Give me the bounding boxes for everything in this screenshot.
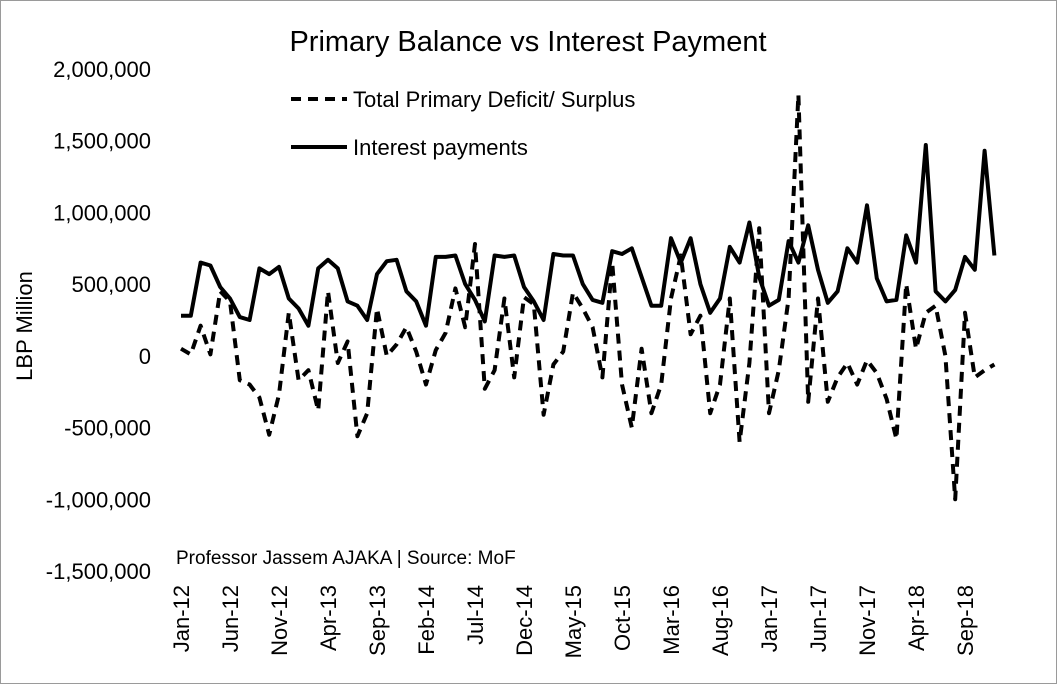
primary-balance-line: [179, 92, 996, 502]
legend-label-interest-payments: Interest payments: [353, 135, 528, 160]
x-tick-label: Jul-14: [463, 585, 488, 645]
interest-payments-line: [181, 143, 997, 328]
x-tick-label: Nov-12: [267, 585, 292, 656]
source-annotation: Professor Jassem AJAKA | Source: MoF: [176, 548, 516, 569]
y-tick-label: 500,000: [71, 272, 151, 297]
x-tick-label: Nov-17: [855, 585, 880, 656]
series-lines: [179, 92, 997, 502]
legend-label-primary-balance: Total Primary Deficit/ Surplus: [353, 87, 635, 112]
x-tick-label: Feb-14: [414, 585, 439, 655]
x-tick-label: Jun-17: [806, 585, 831, 652]
x-tick-label: May-15: [561, 585, 586, 658]
legend: Total Primary Deficit/ Surplus Interest …: [291, 87, 635, 160]
y-tick-label: 1,000,000: [53, 200, 151, 225]
x-tick-label: Apr-18: [904, 585, 929, 651]
x-tick-label: Dec-14: [512, 585, 537, 656]
x-tick-label: Aug-16: [708, 585, 733, 656]
y-tick-label: 0: [139, 344, 151, 369]
x-tick-label: Jun-12: [218, 585, 243, 652]
x-axis-ticks: Jan-12 Jun-12 Nov-12 Apr-13 Sep-13 Feb-14 Jul-…: [169, 585, 978, 658]
y-tick-label: -1,500,000: [46, 559, 151, 584]
y-tick-label: -500,000: [64, 416, 151, 441]
x-tick-label: Sep-18: [953, 585, 978, 656]
x-tick-label: Sep-13: [365, 585, 390, 656]
y-axis-ticks: -1,500,000 -1,000,000 -500,000 0 500,000 1,00…: [46, 57, 151, 584]
y-tick-label: -1,000,000: [46, 487, 151, 512]
y-tick-label: 1,500,000: [53, 129, 151, 154]
chart-title: Primary Balance vs Interest Payment: [289, 26, 766, 58]
y-axis-label: LBP Million: [12, 271, 37, 381]
y-tick-label: 2,000,000: [53, 57, 151, 82]
x-tick-label: Mar-16: [659, 585, 684, 655]
x-tick-label: Apr-13: [316, 585, 341, 651]
x-tick-label: Jan-12: [169, 585, 194, 652]
x-tick-label: Jan-17: [757, 585, 782, 652]
x-tick-label: Oct-15: [610, 585, 635, 651]
